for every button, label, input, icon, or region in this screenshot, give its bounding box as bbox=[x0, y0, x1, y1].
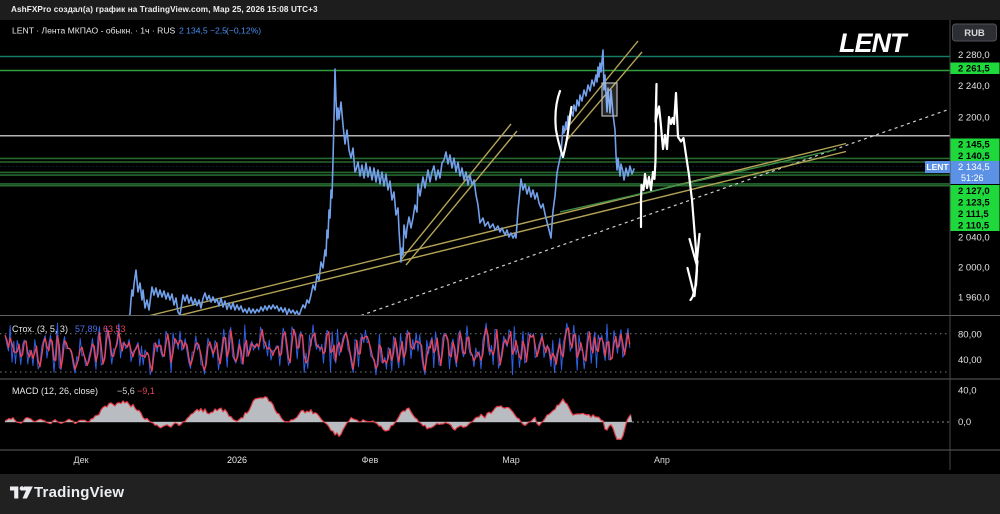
svg-text:−9,1: −9,1 bbox=[137, 386, 155, 396]
svg-text:2 000,0: 2 000,0 bbox=[958, 263, 990, 274]
svg-text:2 145,5: 2 145,5 bbox=[958, 140, 990, 151]
svg-text:Дек: Дек bbox=[73, 455, 88, 465]
svg-text:Стох. (3, 5, 3): Стох. (3, 5, 3) bbox=[12, 324, 68, 334]
svg-text:40,00: 40,00 bbox=[958, 355, 982, 366]
svg-text:63,53: 63,53 bbox=[103, 324, 126, 334]
svg-text:80,00: 80,00 bbox=[958, 330, 982, 341]
svg-text:LENT: LENT bbox=[926, 162, 949, 172]
svg-text:(−0,12%): (−0,12%) bbox=[226, 26, 261, 36]
svg-text:2 123,5: 2 123,5 bbox=[958, 198, 990, 209]
svg-text:Апр: Апр bbox=[654, 455, 670, 465]
svg-text:LENT: LENT bbox=[839, 28, 909, 58]
svg-text:1 960,0: 1 960,0 bbox=[958, 293, 990, 304]
svg-text:LENT · Лента МКПАО - обыкн. ·: LENT · Лента МКПАО - обыкн. · 1ч · RUS bbox=[12, 26, 176, 36]
svg-text:2 127,0: 2 127,0 bbox=[958, 186, 990, 197]
svg-text:40,0: 40,0 bbox=[958, 386, 977, 397]
svg-text:51:26: 51:26 bbox=[961, 173, 984, 183]
svg-text:2 111,5: 2 111,5 bbox=[958, 209, 989, 220]
svg-text:57,89: 57,89 bbox=[75, 324, 98, 334]
svg-text:2 134,5: 2 134,5 bbox=[958, 162, 990, 173]
svg-text:2 134,5: 2 134,5 bbox=[179, 26, 208, 36]
svg-text:Мар: Мар bbox=[502, 455, 520, 465]
svg-text:2 261,5: 2 261,5 bbox=[958, 64, 990, 75]
svg-text:2 240,0: 2 240,0 bbox=[958, 81, 990, 92]
svg-text:Фев: Фев bbox=[362, 455, 379, 465]
svg-text:2 280,0: 2 280,0 bbox=[958, 50, 990, 61]
svg-text:MACD (12, 26, close): MACD (12, 26, close) bbox=[12, 386, 98, 396]
svg-text:RUB: RUB bbox=[964, 28, 985, 39]
svg-text:2 110,5: 2 110,5 bbox=[958, 221, 990, 232]
svg-text:2026: 2026 bbox=[227, 455, 247, 465]
svg-text:2 140,5: 2 140,5 bbox=[958, 151, 990, 162]
svg-text:2 200,0: 2 200,0 bbox=[958, 113, 990, 124]
svg-text:−5,6: −5,6 bbox=[117, 386, 135, 396]
svg-text:2 040,0: 2 040,0 bbox=[958, 233, 990, 244]
svg-text:0,0: 0,0 bbox=[958, 417, 971, 428]
svg-text:−2,5: −2,5 bbox=[210, 26, 227, 36]
